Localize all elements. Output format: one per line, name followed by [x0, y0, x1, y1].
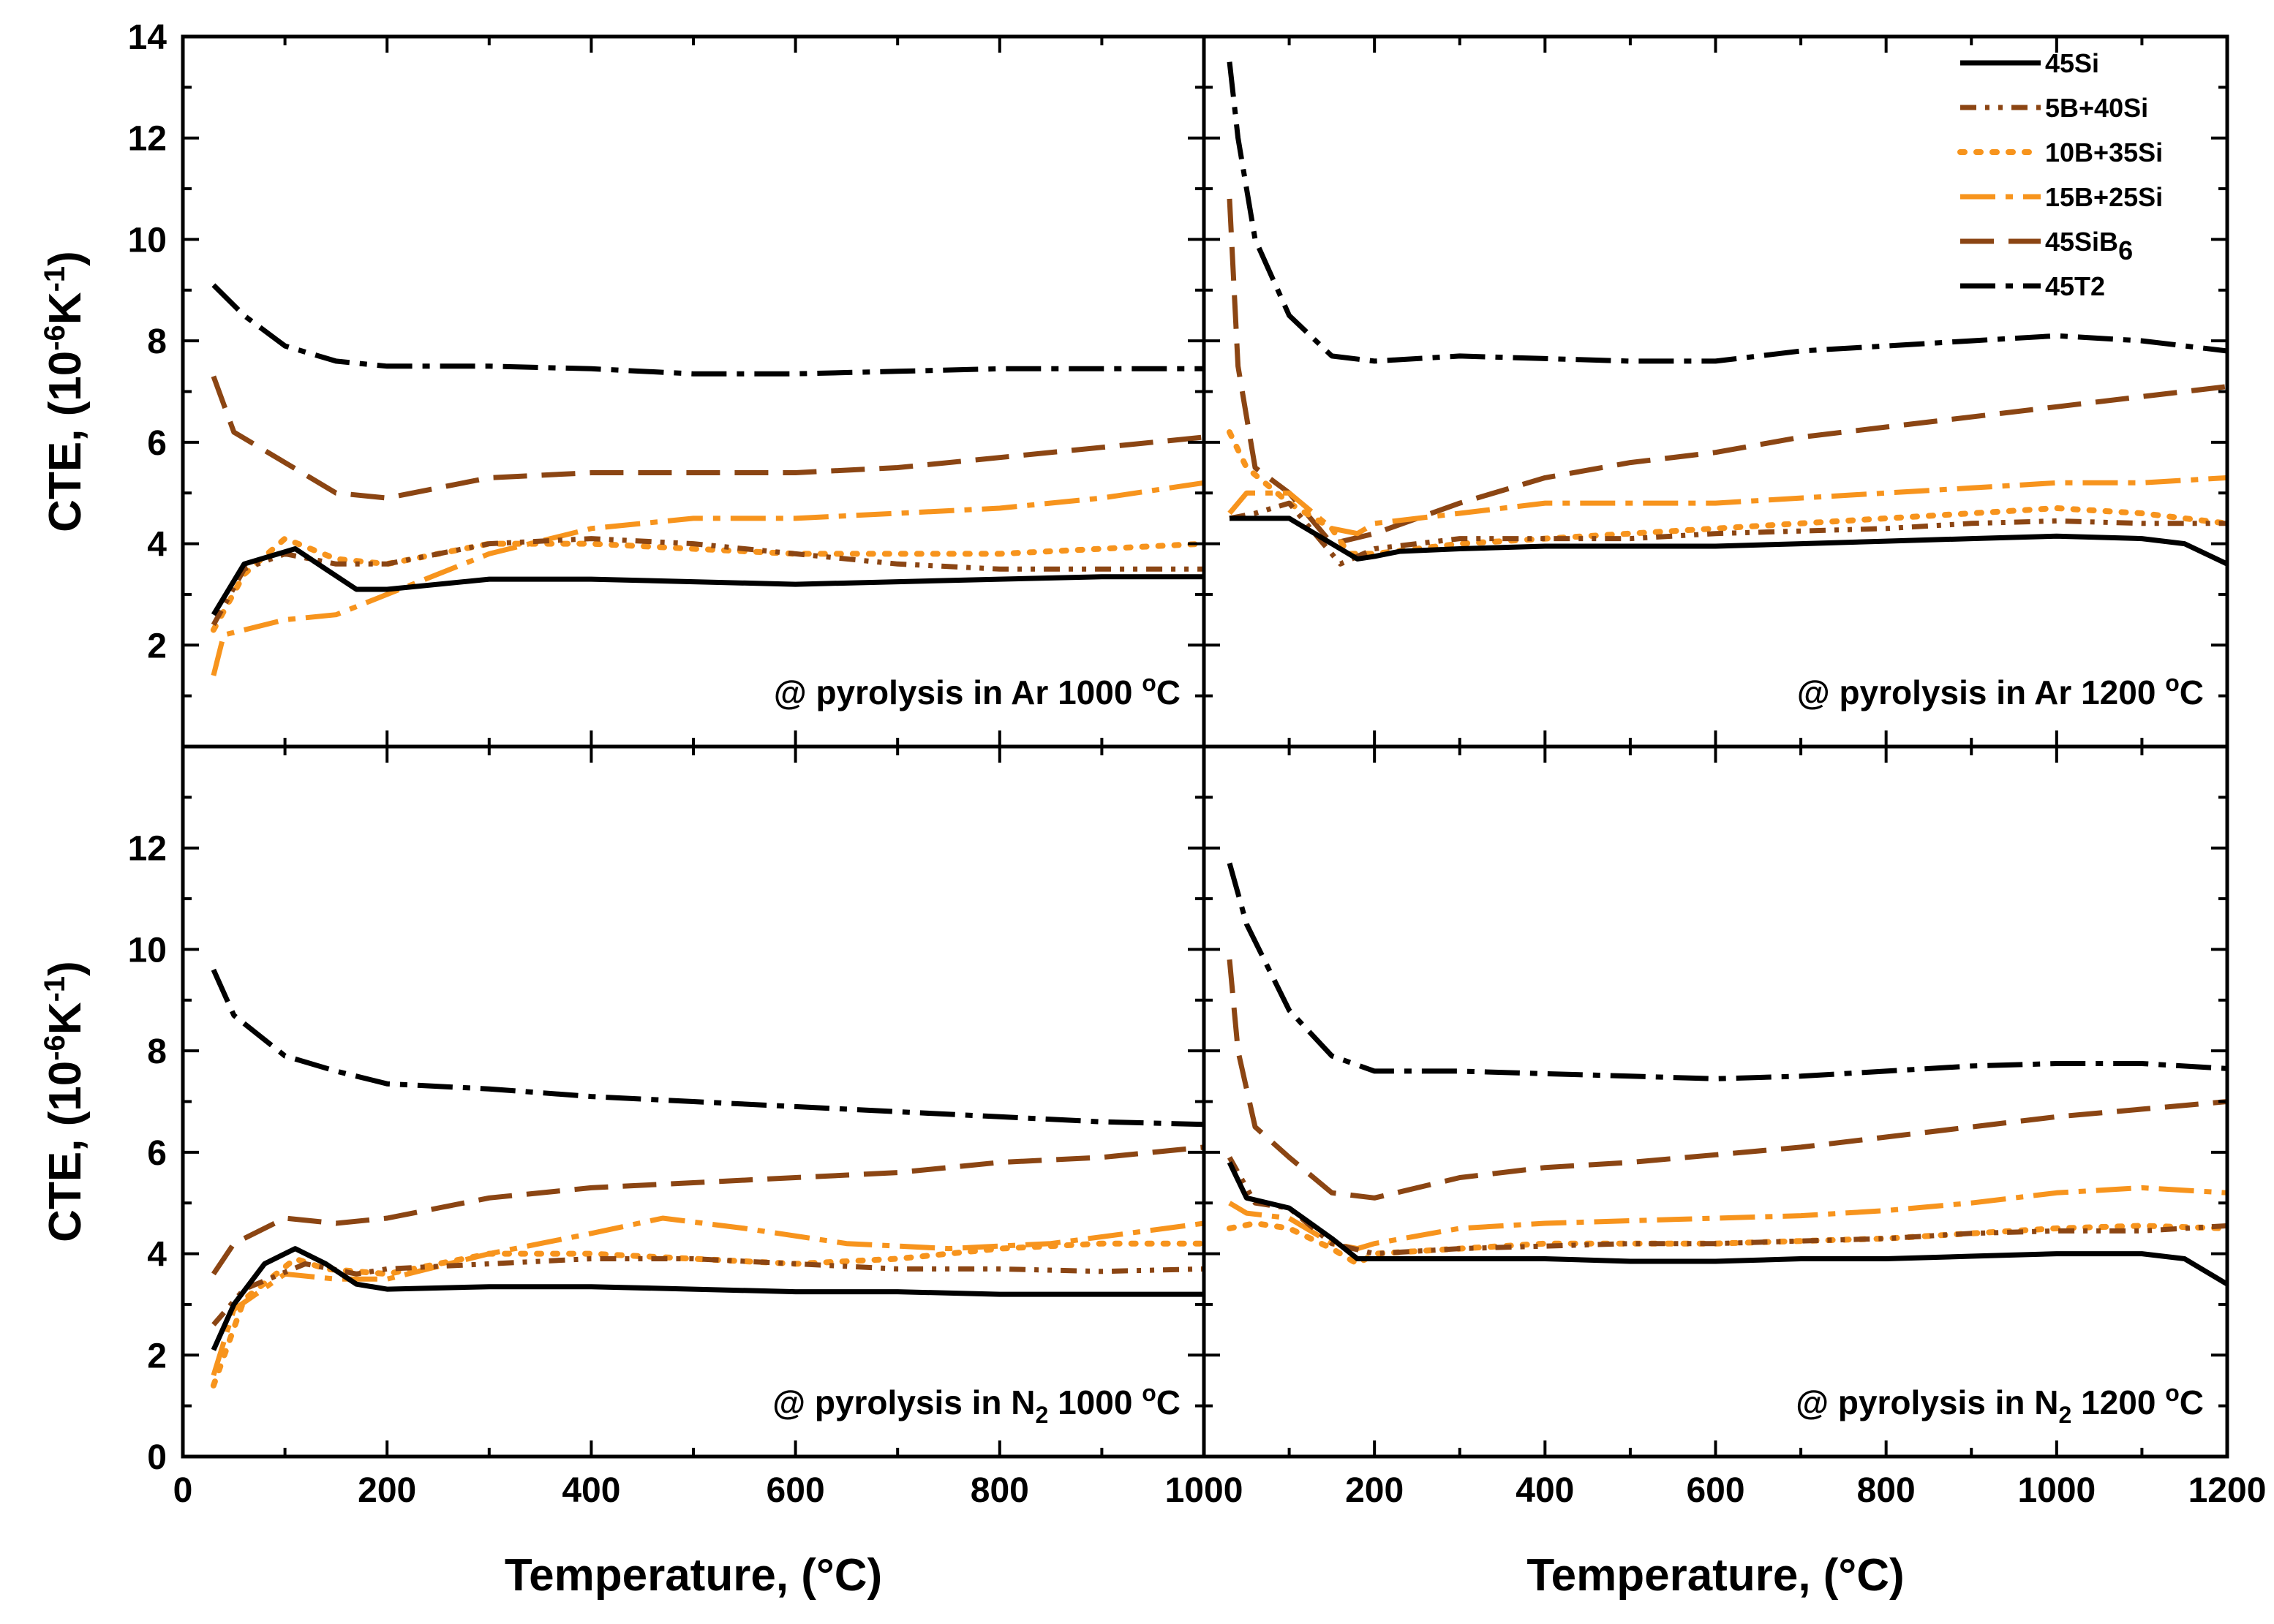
series-ar-1000-10b-35si — [210, 535, 1207, 633]
y-tick-label: 6 — [147, 424, 167, 463]
y-tick-label: 12 — [128, 120, 167, 159]
panel-label-ar-1000: @ pyrolysis in Ar 1000 oC — [774, 670, 1181, 711]
x-tick-label: 1000 — [2017, 1471, 2096, 1510]
legend-label: 5B+40Si — [2045, 93, 2148, 123]
series-ar-1200-15b-25si — [1227, 475, 2228, 537]
legend-label: 15B+25Si — [2045, 182, 2163, 212]
x-axis-title: Temperature, (°C) — [505, 1550, 882, 1601]
panel-label-n2-1200: @ pyrolysis in N2 1200 oC — [1796, 1380, 2204, 1428]
x-tick-label: 600 — [767, 1471, 825, 1510]
y-tick-label: 8 — [147, 322, 167, 361]
series-n2-1200-45si — [1227, 1161, 2229, 1287]
x-axis-title: Temperature, (°C) — [1526, 1550, 1904, 1601]
x-tick-label: 200 — [1345, 1471, 1404, 1510]
y-tick-label: 4 — [147, 1236, 167, 1274]
y-tick-label: 10 — [128, 931, 167, 970]
panel-label-n2-1000: @ pyrolysis in N2 1000 oC — [772, 1380, 1181, 1428]
y-axis-title: CTE, (10-6K-1) — [39, 961, 91, 1242]
y-tick-label: 2 — [147, 627, 167, 665]
legend-label: 45Si — [2045, 48, 2099, 78]
series-ar-1200-45si — [1230, 515, 2229, 567]
x-tick-label: 400 — [562, 1471, 620, 1510]
series-ar-1200-45sib6 — [1227, 198, 2228, 547]
x-tick-label: 800 — [1857, 1471, 1916, 1510]
x-tick-label: 400 — [1516, 1471, 1574, 1510]
series-ar-1000-45si — [211, 546, 1204, 616]
series-ar-1000-45t2 — [211, 283, 1204, 377]
panel-label-ar-1200: @ pyrolysis in Ar 1200 oC — [1797, 670, 2204, 711]
legend-label: 45T2 — [2045, 271, 2105, 301]
y-axis-title: CTE, (10-6K-1) — [39, 251, 91, 532]
series-n2-1000-10b-35si — [210, 1240, 1207, 1389]
y-tick-label: 4 — [147, 526, 167, 564]
series-n2-1000-45t2 — [211, 968, 1205, 1128]
legend-label: 45SiB6 — [2045, 227, 2133, 265]
legend-label: 10B+35Si — [2045, 137, 2163, 167]
x-tick-label: 1200 — [2188, 1471, 2267, 1510]
series-ar-1200-10b-35si — [1227, 429, 2230, 557]
x-tick-label: 600 — [1686, 1471, 1744, 1510]
x-tick-label: 800 — [971, 1471, 1029, 1510]
series-ar-1000-45sib6 — [211, 375, 1205, 501]
y-tick-label: 2 — [147, 1337, 167, 1375]
series-ar-1000-15b-25si — [211, 480, 1205, 676]
x-tick-label: 0 — [173, 1471, 193, 1510]
series-ar-1200-45t2 — [1227, 61, 2228, 364]
y-tick-label: 14 — [128, 18, 167, 57]
y-tick-label: 10 — [128, 221, 167, 260]
x-tick-label: 200 — [358, 1471, 416, 1510]
x-tick-label: 1000 — [1165, 1471, 1243, 1510]
y-tick-label: 0 — [147, 1438, 167, 1477]
y-tick-label: 8 — [147, 1032, 167, 1071]
y-tick-label: 12 — [128, 830, 167, 869]
series-n2-1000-5b-40si — [211, 1256, 1205, 1326]
series-n2-1000-45si — [211, 1246, 1204, 1351]
series-ar-1200-5b-40si — [1229, 500, 2227, 567]
y-tick-label: 6 — [147, 1134, 167, 1173]
series-n2-1200-15b-25si — [1228, 1185, 2228, 1252]
series-n2-1200-45t2 — [1227, 862, 2228, 1081]
series-n2-1000-45sib6 — [211, 1144, 1205, 1276]
